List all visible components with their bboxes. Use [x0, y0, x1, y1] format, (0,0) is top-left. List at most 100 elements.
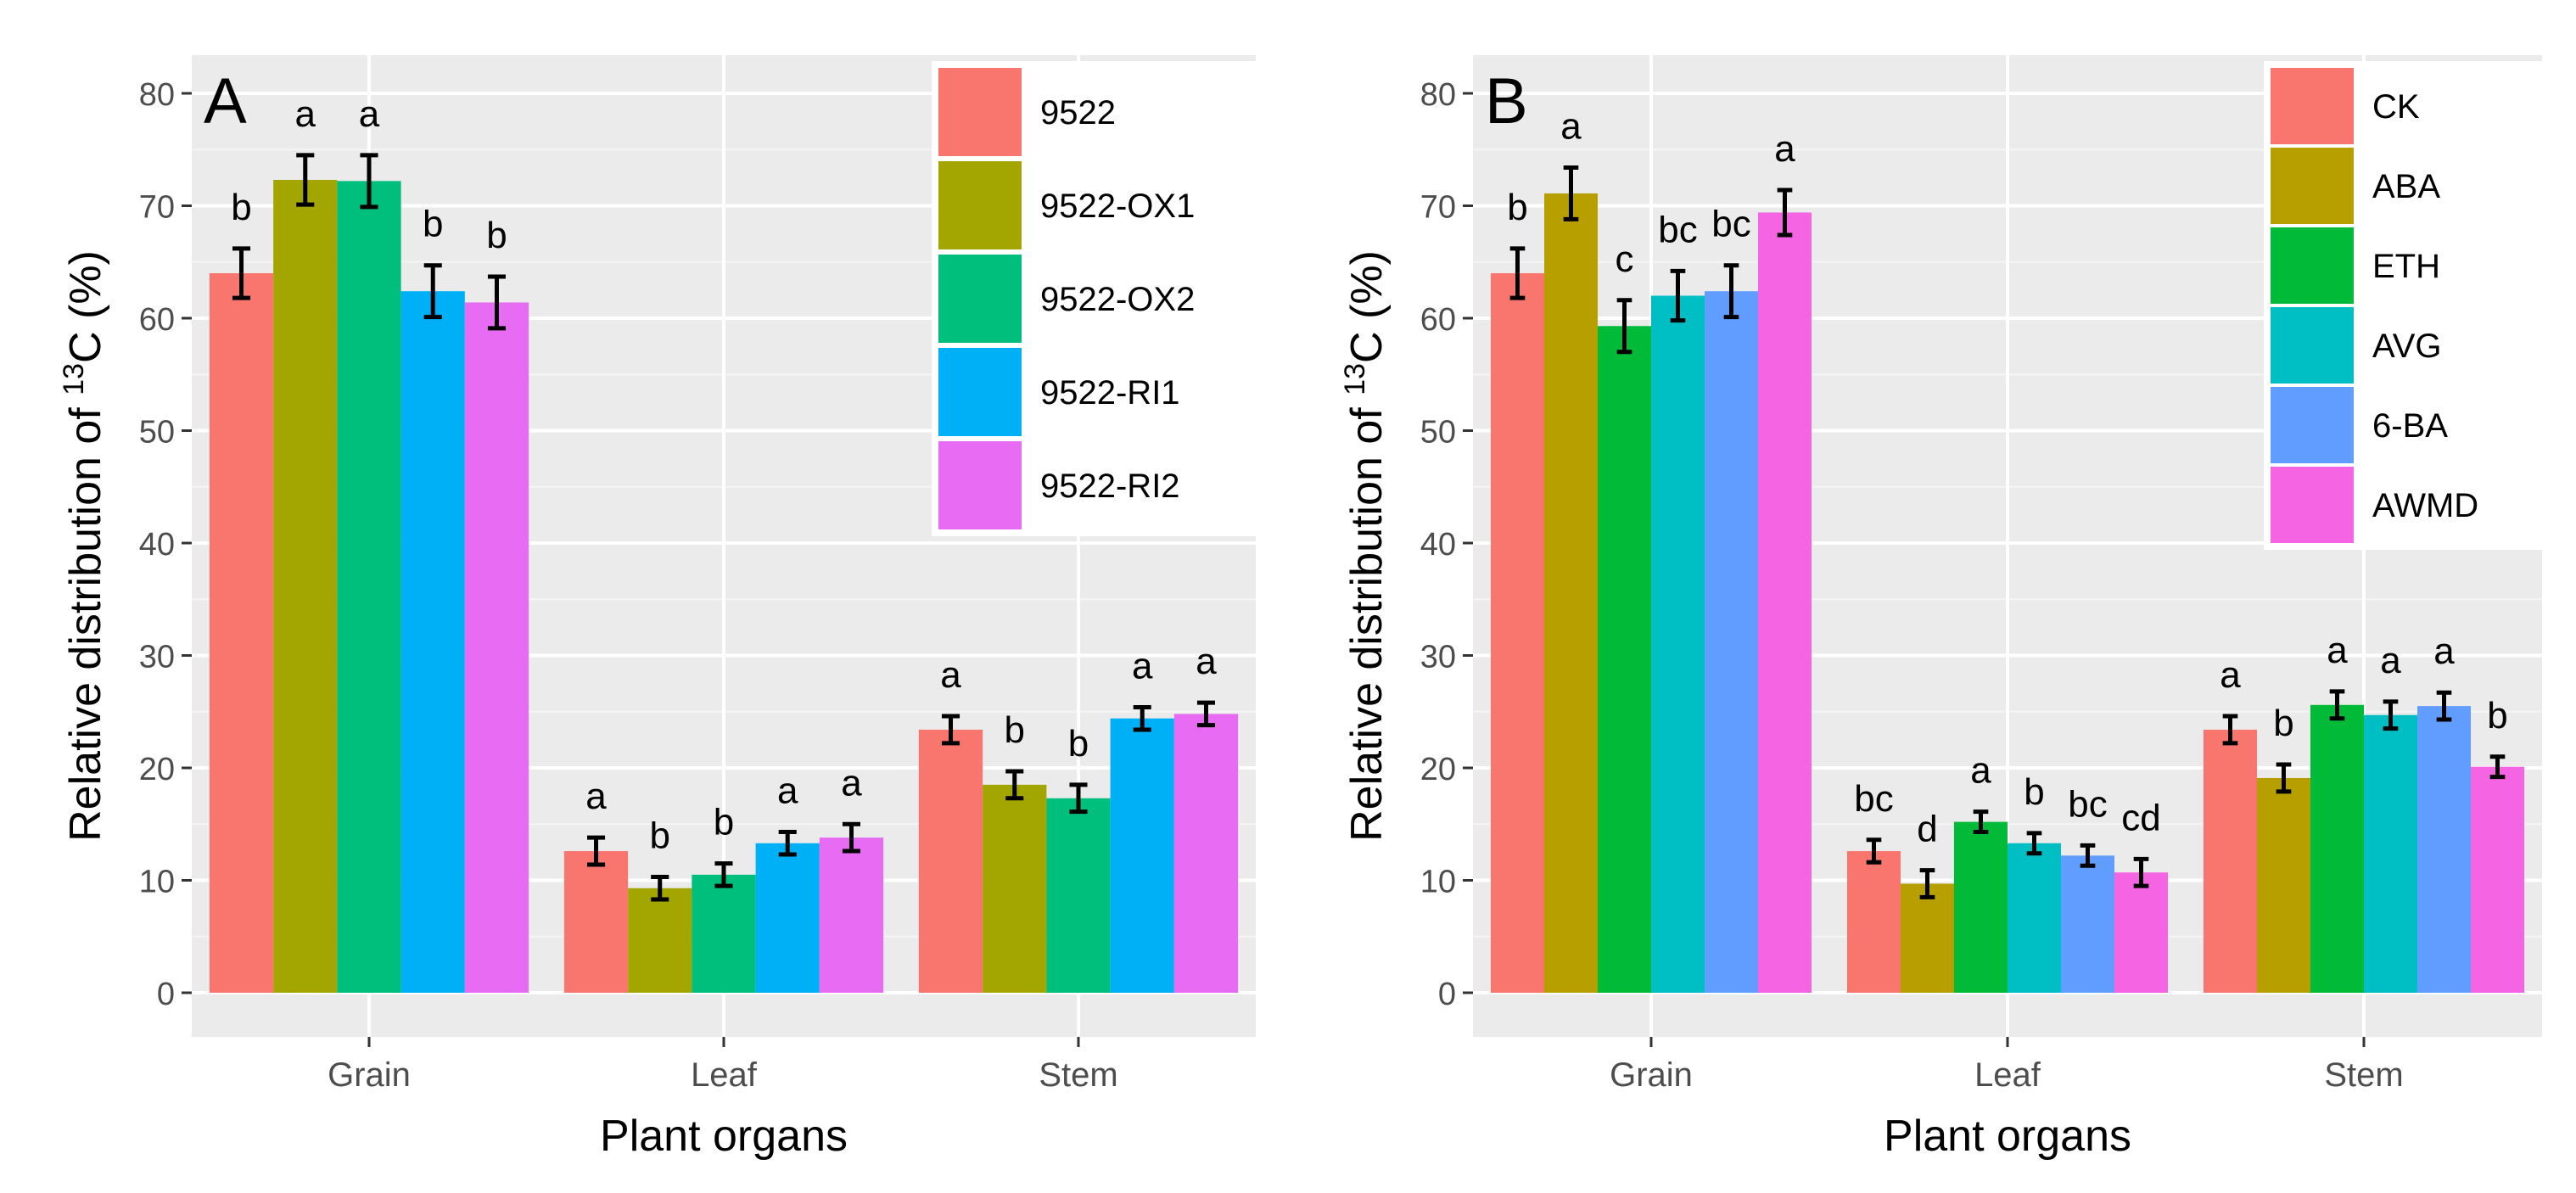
- bar: [918, 729, 983, 993]
- error-bar: [1919, 868, 1935, 899]
- bar: [1046, 798, 1111, 993]
- significance-letter: b: [2273, 703, 2293, 744]
- bar: [2310, 704, 2364, 993]
- significance-letter: bc: [2068, 783, 2107, 825]
- significance-letter: a: [359, 93, 380, 135]
- x-tick-label: Leaf: [1974, 1056, 2041, 1094]
- error-bar: [2383, 699, 2399, 731]
- bar: [2257, 777, 2310, 993]
- bar: [563, 851, 629, 993]
- legend-label: AWMD: [2372, 487, 2478, 524]
- bar: [337, 181, 401, 994]
- significance-letter: a: [777, 770, 798, 812]
- legend-label: 9522: [1040, 94, 1116, 132]
- significance-letter: b: [1068, 723, 1089, 765]
- error-bar: [1723, 263, 1739, 320]
- significance-letter: b: [1507, 187, 1527, 228]
- y-tick-label: 60: [139, 302, 175, 338]
- significance-letter: cd: [2121, 797, 2160, 838]
- error-bar: [423, 263, 442, 320]
- y-tick-label: 80: [1420, 77, 1456, 113]
- error-bar: [360, 153, 378, 210]
- legend-swatch: [2271, 307, 2354, 384]
- significance-letter: a: [1970, 750, 1991, 792]
- error-bar: [2222, 714, 2238, 746]
- error-bar: [1196, 700, 1216, 728]
- significance-letter: b: [714, 802, 734, 843]
- bar: [464, 302, 529, 993]
- bar: [819, 837, 884, 993]
- y-tick-label: 60: [1420, 302, 1456, 338]
- legend-swatch: [938, 161, 1022, 249]
- y-axis-title: Relative distribution of 13C (%): [58, 250, 110, 842]
- legend-swatch: [938, 348, 1022, 436]
- x-tick-label: Stem: [2324, 1056, 2403, 1094]
- error-bar: [1973, 809, 1989, 835]
- significance-letter: b: [2487, 695, 2507, 737]
- significance-letter: a: [1774, 128, 1795, 170]
- legend-swatch: [938, 255, 1022, 343]
- bar: [1705, 291, 1758, 993]
- error-bar: [714, 861, 733, 888]
- legend-swatch: [2271, 467, 2354, 543]
- legend-swatch: [2271, 68, 2354, 144]
- bar: [1954, 821, 2008, 993]
- y-axis-title-suffix: C (%): [61, 250, 110, 363]
- panel-label: A: [204, 65, 247, 137]
- significance-letter: a: [1132, 645, 1153, 686]
- y-axis-title: Relative distribution of 13C (%): [1339, 250, 1392, 842]
- bar: [2204, 729, 2257, 993]
- x-axis-title: Plant organs: [600, 1112, 848, 1161]
- legend-label: ETH: [2372, 248, 2440, 285]
- legend: CK ABA ETH AVG 6-BA AWMD: [2264, 61, 2542, 550]
- significance-letter: a: [2220, 654, 2241, 696]
- significance-letter: d: [1917, 809, 1937, 850]
- bar: [1901, 883, 1954, 993]
- x-axis-title: Plant organs: [1884, 1112, 2131, 1161]
- significance-letter: b: [2024, 771, 2044, 813]
- significance-letter: a: [2433, 630, 2455, 672]
- y-tick-label: 40: [1420, 527, 1456, 563]
- legend-swatch: [938, 441, 1022, 529]
- significance-letter: b: [423, 204, 443, 245]
- bar: [273, 180, 338, 993]
- x-tick-label: Grain: [1610, 1056, 1693, 1094]
- legend-swatch: [938, 68, 1022, 156]
- error-bar: [1509, 246, 1526, 300]
- significance-letter: b: [1005, 709, 1025, 751]
- error-bar: [487, 274, 507, 331]
- bar: [983, 784, 1047, 993]
- error-bar: [651, 875, 669, 902]
- bar: [628, 888, 692, 993]
- bar: [2364, 714, 2417, 993]
- legend-label: 6-BA: [2372, 407, 2448, 445]
- bar: [1173, 714, 1239, 993]
- bar: [755, 843, 820, 993]
- significance-letter: bc: [1854, 778, 1893, 820]
- error-bar: [1005, 769, 1024, 801]
- significance-letter: c: [1616, 238, 1634, 280]
- error-bar: [842, 821, 861, 854]
- significance-letter: a: [2327, 630, 2348, 671]
- y-axis-title-prefix: Relative distribution of: [61, 395, 110, 842]
- bar: [2061, 855, 2114, 993]
- y-axis-title-prefix: Relative distribution of: [1342, 395, 1392, 842]
- bar: [1544, 193, 1598, 994]
- error-bar: [2080, 843, 2096, 868]
- y-tick-label: 0: [1438, 977, 1456, 1012]
- error-bar: [1670, 268, 1686, 323]
- legend-swatch: [2271, 387, 2354, 463]
- bar: [692, 874, 756, 993]
- y-tick-label: 20: [139, 752, 175, 787]
- error-bar: [941, 714, 960, 746]
- legend-label: 9522-OX1: [1040, 188, 1195, 225]
- significance-letter: a: [585, 776, 607, 817]
- y-axis-title-superscript: 13: [1339, 363, 1371, 395]
- error-bar: [2026, 831, 2042, 856]
- error-bar: [778, 830, 797, 857]
- significance-letter: a: [1196, 641, 1217, 682]
- significance-letter: bc: [1658, 209, 1697, 250]
- bar: [2471, 766, 2524, 993]
- legend: 9522 9522-OX1 9522-OX2 9522-RI1 9522-RI2: [932, 61, 1256, 536]
- error-bar: [232, 246, 251, 300]
